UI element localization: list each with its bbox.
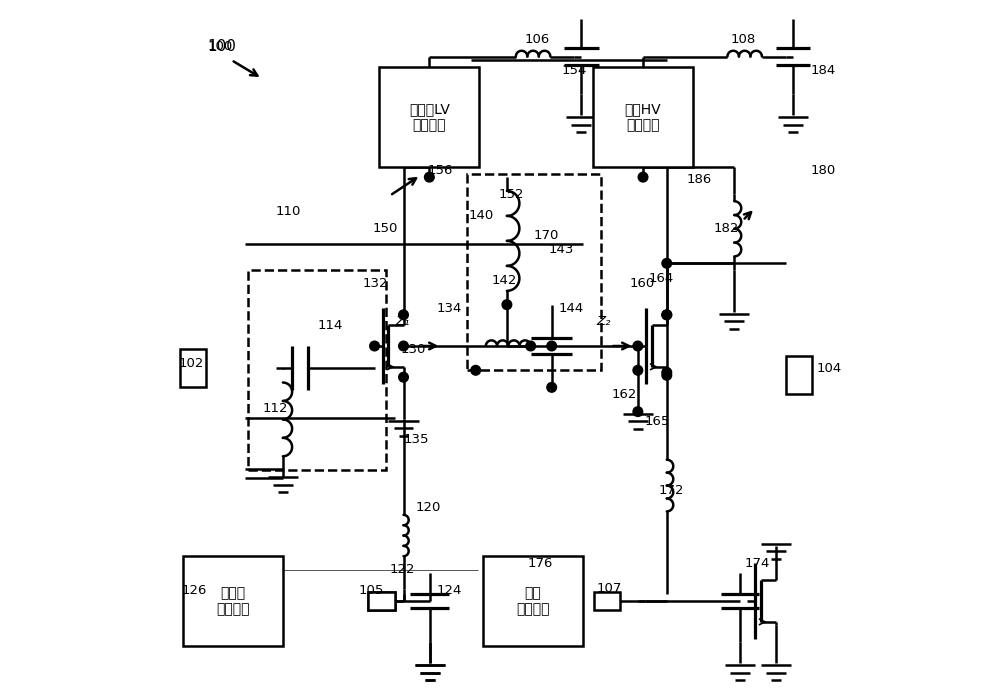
Text: 165: 165: [645, 415, 670, 428]
Text: 106: 106: [524, 33, 549, 46]
Text: 182: 182: [714, 222, 739, 235]
Text: 150: 150: [372, 222, 398, 235]
Text: Z₁: Z₁: [395, 316, 410, 329]
Text: 驱动级LV
漏极电源: 驱动级LV 漏极电源: [409, 102, 450, 132]
Bar: [594, 592, 620, 610]
Text: 144: 144: [559, 302, 584, 315]
Circle shape: [425, 172, 434, 182]
Circle shape: [633, 341, 643, 351]
Circle shape: [662, 259, 672, 268]
Text: 142: 142: [492, 274, 517, 287]
Text: 152: 152: [499, 188, 524, 201]
Bar: [368, 592, 395, 610]
Text: 末级HV
漏极电源: 末级HV 漏极电源: [625, 102, 661, 132]
Bar: [368, 592, 395, 610]
Circle shape: [502, 300, 512, 309]
Circle shape: [662, 367, 672, 377]
Circle shape: [399, 372, 408, 382]
Text: 110: 110: [276, 205, 301, 218]
Text: 122: 122: [390, 563, 415, 576]
Text: 105: 105: [359, 584, 384, 597]
Circle shape: [471, 365, 481, 375]
Bar: [467, 174, 601, 370]
Text: 180: 180: [810, 164, 835, 176]
Bar: [379, 67, 479, 167]
Text: Z₂: Z₂: [596, 316, 611, 329]
Circle shape: [638, 172, 648, 182]
Text: 174: 174: [745, 556, 770, 570]
Circle shape: [370, 341, 379, 351]
Text: 170: 170: [533, 229, 558, 242]
Text: 134: 134: [437, 302, 462, 315]
Bar: [183, 556, 283, 646]
Text: 120: 120: [416, 502, 441, 514]
Text: 164: 164: [648, 272, 673, 285]
Text: 154: 154: [562, 64, 587, 77]
Text: 172: 172: [659, 484, 684, 498]
Bar: [248, 270, 386, 470]
Circle shape: [547, 341, 557, 351]
Text: 143: 143: [548, 243, 574, 256]
Text: 176: 176: [528, 556, 553, 570]
Text: 132: 132: [362, 277, 388, 291]
Circle shape: [526, 341, 535, 351]
Bar: [786, 356, 812, 394]
Circle shape: [399, 310, 408, 320]
Circle shape: [399, 341, 408, 351]
Text: 184: 184: [810, 64, 835, 77]
Circle shape: [633, 407, 643, 417]
Text: 135: 135: [404, 432, 429, 446]
Text: 156: 156: [428, 164, 453, 176]
Circle shape: [633, 365, 643, 375]
Circle shape: [662, 310, 672, 320]
Bar: [483, 556, 583, 646]
Bar: [593, 67, 693, 167]
Text: 107: 107: [596, 582, 622, 595]
Text: 114: 114: [317, 319, 343, 332]
Text: 102: 102: [178, 357, 204, 370]
Circle shape: [547, 383, 557, 392]
Bar: [180, 349, 206, 388]
Text: 112: 112: [262, 401, 288, 415]
Text: 160: 160: [630, 277, 655, 291]
Text: 104: 104: [817, 361, 842, 374]
Text: 100: 100: [207, 39, 232, 53]
Text: 130: 130: [400, 343, 425, 356]
Text: 末级
栅极电源: 末级 栅极电源: [516, 586, 549, 616]
Text: 驱动级
栅极电源: 驱动级 栅极电源: [216, 586, 250, 616]
Text: 108: 108: [731, 33, 756, 46]
Text: 162: 162: [612, 388, 637, 401]
Text: 126: 126: [182, 584, 207, 597]
Text: 186: 186: [686, 173, 711, 185]
Circle shape: [662, 370, 672, 380]
Text: 140: 140: [469, 208, 494, 221]
Text: 124: 124: [437, 584, 462, 597]
Circle shape: [662, 310, 672, 320]
Text: 100: 100: [207, 39, 236, 54]
